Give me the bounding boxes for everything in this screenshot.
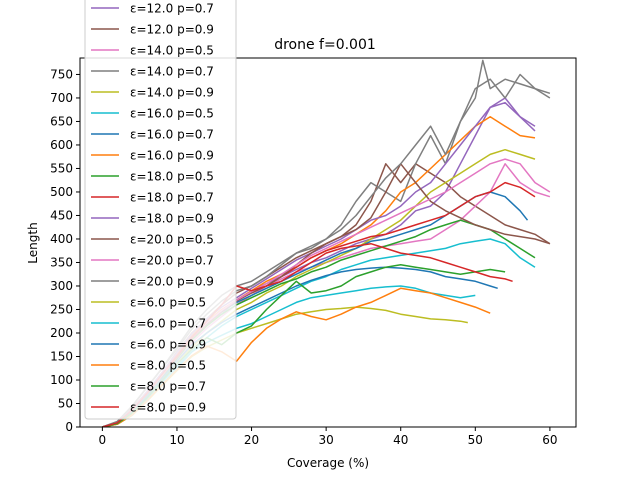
x-tick-label: 0 xyxy=(99,433,107,447)
y-tick-label: 50 xyxy=(58,396,73,410)
legend-label: ε=20.0 p=0.7 xyxy=(130,254,214,268)
y-tick-label: 500 xyxy=(50,185,73,199)
x-tick-label: 10 xyxy=(169,433,184,447)
legend-label: ε=6.0 p=0.5 xyxy=(130,296,206,310)
legend-label: ε=18.0 p=0.9 xyxy=(130,212,214,226)
legend-label: ε=8.0 p=0.5 xyxy=(130,359,206,373)
y-tick-label: 450 xyxy=(50,208,73,222)
legend-box xyxy=(84,0,237,420)
y-tick-label: 0 xyxy=(65,420,73,434)
legend-label: ε=14.0 p=0.7 xyxy=(130,65,214,79)
y-tick-label: 100 xyxy=(50,373,73,387)
x-tick-label: 50 xyxy=(468,433,483,447)
x-tick-label: 40 xyxy=(393,433,408,447)
legend-label: ε=8.0 p=0.7 xyxy=(130,380,206,394)
legend-label: ε=16.0 p=0.9 xyxy=(130,149,214,163)
x-axis-label: Coverage (%) xyxy=(287,456,369,470)
legend-label: ε=16.0 p=0.7 xyxy=(130,128,214,142)
legend-label: ε=18.0 p=0.5 xyxy=(130,170,214,184)
y-tick-label: 300 xyxy=(50,279,73,293)
legend-label: ε=14.0 p=0.9 xyxy=(130,86,214,100)
legend-label: ε=12.0 p=0.7 xyxy=(130,2,214,16)
x-tick-label: 20 xyxy=(244,433,259,447)
legend: ε=12.0 p=0.7 ε=12.0 p=0.9 ε=14.0 p=0.5 ε=14… xyxy=(84,0,237,420)
ticks-layer: 0 10 20 30 40 50 60050100150200250300350400450… xyxy=(50,67,557,447)
chart-title: drone f=0.001 xyxy=(274,37,376,53)
y-tick-label: 150 xyxy=(50,349,73,363)
y-tick-label: 650 xyxy=(50,114,73,128)
y-tick-label: 250 xyxy=(50,302,73,316)
y-axis-label: Length xyxy=(26,222,40,263)
legend-label: ε=8.0 p=0.9 xyxy=(130,401,206,415)
axes-frame xyxy=(79,57,577,428)
legend-label: ε=16.0 p=0.5 xyxy=(130,107,214,121)
legend-label: ε=18.0 p=0.7 xyxy=(130,191,214,205)
y-tick-label: 200 xyxy=(50,326,73,340)
y-tick-label: 400 xyxy=(50,232,73,246)
legend-label: ε=12.0 p=0.9 xyxy=(130,23,214,37)
legend-label: ε=14.0 p=0.5 xyxy=(130,44,214,58)
y-tick-label: 750 xyxy=(50,67,73,81)
x-tick-label: 60 xyxy=(542,433,557,447)
y-tick-label: 600 xyxy=(50,138,73,152)
legend-label: ε=6.0 p=0.9 xyxy=(130,338,206,352)
y-tick-label: 350 xyxy=(50,255,73,269)
y-tick-label: 700 xyxy=(50,91,73,105)
x-tick-label: 30 xyxy=(318,433,333,447)
legend-label: ε=6.0 p=0.7 xyxy=(130,317,206,331)
y-tick-label: 550 xyxy=(50,161,73,175)
legend-label: ε=20.0 p=0.5 xyxy=(130,233,214,247)
legend-label: ε=20.0 p=0.9 xyxy=(130,275,214,289)
